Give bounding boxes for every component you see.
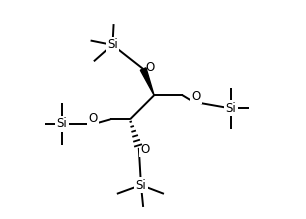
Text: Si: Si xyxy=(107,38,118,51)
Polygon shape xyxy=(140,68,154,95)
Text: Si: Si xyxy=(57,117,68,130)
Text: Si: Si xyxy=(226,102,236,115)
Text: O: O xyxy=(88,112,97,125)
Text: Si: Si xyxy=(136,178,146,192)
Text: O: O xyxy=(140,143,150,156)
Text: O: O xyxy=(191,90,200,103)
Text: O: O xyxy=(146,61,155,74)
